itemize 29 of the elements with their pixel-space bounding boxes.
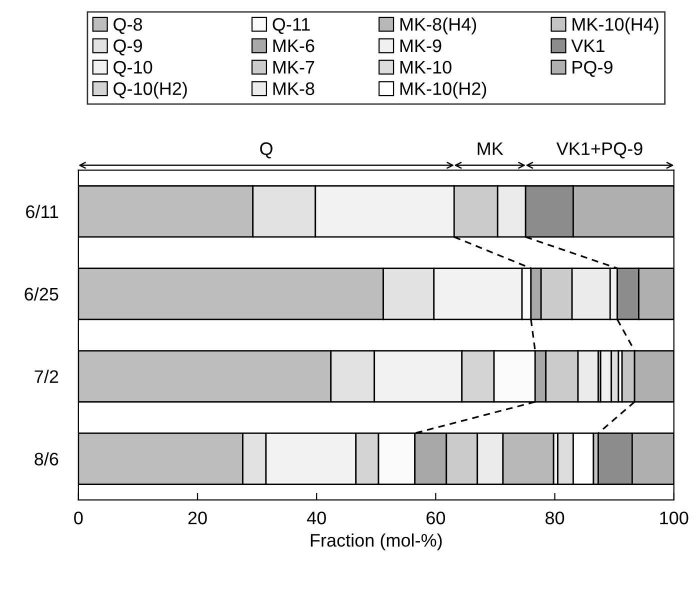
legend-label: MK-10(H4) bbox=[572, 17, 658, 34]
legend-label: Q-11 bbox=[272, 18, 310, 34]
legend-label: Q-9 bbox=[114, 39, 142, 56]
legend-label: MK-6 bbox=[273, 39, 314, 52]
text: VK1+PQ-9 bbox=[556, 142, 642, 158]
legend-label: MK-10(H2) bbox=[400, 82, 486, 99]
text: Q bbox=[260, 142, 272, 158]
x-axis-title: Fraction (mol-%) bbox=[310, 533, 442, 550]
legend-label: Q-8 bbox=[114, 18, 142, 34]
legend-label: PQ-9 bbox=[572, 60, 612, 77]
legend-label: MK-9 bbox=[400, 39, 442, 52]
x-tick-label: 0 bbox=[74, 512, 83, 524]
legend-label: MK-7 bbox=[273, 61, 314, 74]
y-tick-label: 8/6 bbox=[34, 452, 58, 466]
y-tick-label: 7/2 bbox=[34, 370, 58, 384]
x-tick-label: 80 bbox=[546, 512, 564, 524]
legend-label: MK-10 bbox=[400, 60, 452, 74]
legend-label: MK-8(H4) bbox=[400, 17, 476, 34]
x-tick-label: 40 bbox=[306, 512, 326, 524]
x-tick-label: 100 bbox=[660, 512, 688, 524]
y-tick-label: 6/11 bbox=[26, 204, 58, 218]
y-tick-label: 6/25 bbox=[24, 287, 58, 301]
legend-label: Q-10(H2) bbox=[114, 82, 187, 99]
legend-label: Q-10 bbox=[114, 60, 152, 77]
x-tick-label: 60 bbox=[426, 512, 446, 524]
legend-label: MK-8 bbox=[273, 82, 314, 96]
legend-label: VK1 bbox=[571, 40, 604, 52]
x-tick-label: 20 bbox=[188, 512, 207, 524]
text: MK bbox=[478, 142, 504, 155]
